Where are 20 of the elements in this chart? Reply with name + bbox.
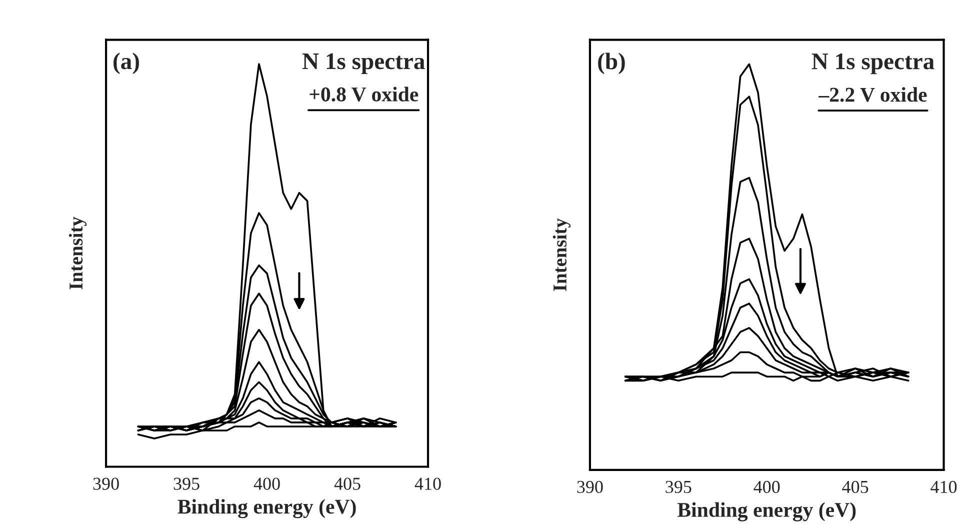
x-tick-label: 400 <box>254 478 280 490</box>
annotation: –2.2 V oxide <box>818 87 927 102</box>
annotation: N 1s spectra <box>812 54 934 74</box>
x-tick-label: 395 <box>174 478 200 490</box>
x-tick-label: 405 <box>842 480 868 494</box>
x-axis-title: Binding energy (eV) <box>678 502 856 522</box>
x-tick-label: 390 <box>577 480 603 494</box>
annotation: N 1s spectra <box>302 53 425 74</box>
y-axis-title: Intensity <box>552 218 571 291</box>
x-tick-label: 405 <box>334 478 360 490</box>
y-axis-title: Intensity <box>68 216 87 290</box>
annotation: (b) <box>598 52 625 74</box>
x-tick-label: 400 <box>754 480 780 494</box>
x-tick-label: 395 <box>666 480 692 494</box>
x-tick-label: 410 <box>414 478 441 490</box>
annotation: (a) <box>114 52 139 74</box>
x-tick-label: 390 <box>93 478 119 490</box>
annotation: +0.8 V oxide <box>310 86 418 102</box>
x-tick-label: 410 <box>930 480 957 494</box>
x-axis-title: Binding energy (eV) <box>178 499 356 518</box>
